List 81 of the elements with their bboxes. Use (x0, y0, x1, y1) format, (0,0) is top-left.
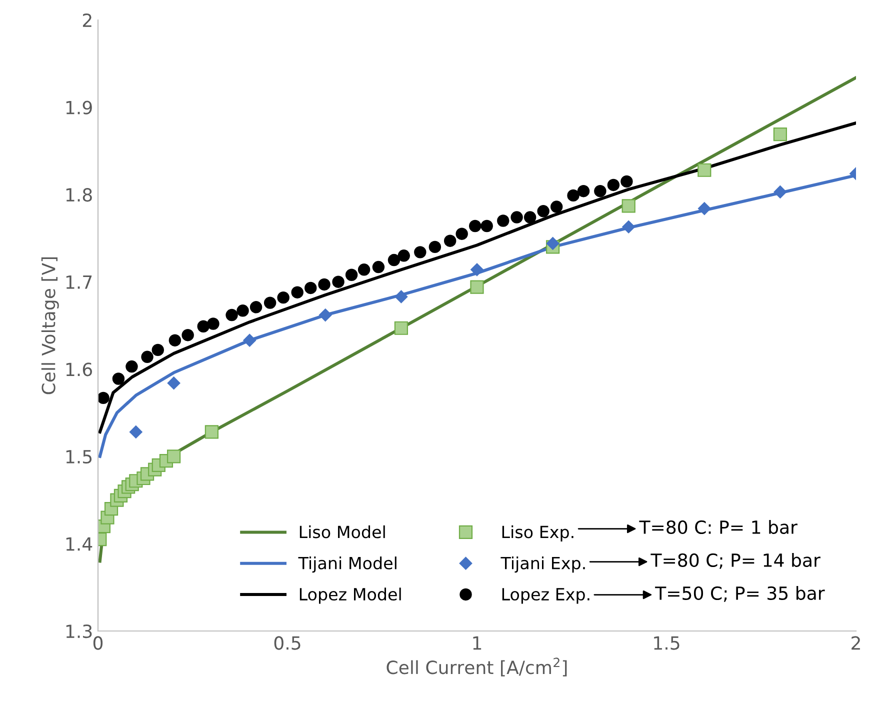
point (444, 234, 456, 247)
annotation: T=50 C; P= 35 bar (655, 586, 825, 602)
y-tick-label: 1.6 (66, 362, 92, 376)
point (197, 320, 210, 332)
point (546, 237, 560, 250)
point (414, 246, 426, 258)
x-axis-title: Cell Current [A/cm$^{2}$] (386, 658, 567, 676)
point (622, 220, 636, 234)
y-tick-label: 1.7 (66, 276, 92, 289)
point (537, 205, 550, 218)
point (141, 350, 154, 364)
point (607, 178, 620, 192)
point (304, 282, 317, 294)
point (129, 426, 142, 438)
point (510, 211, 523, 224)
point (698, 202, 711, 215)
point (168, 334, 182, 346)
point (470, 280, 484, 294)
point (226, 308, 238, 322)
y-tick-label: 1.5 (66, 450, 92, 464)
point (497, 214, 510, 227)
point (524, 211, 536, 224)
legend-label: Tijani Model (298, 556, 396, 573)
legend-label: Tijani Exp. (500, 556, 585, 573)
point (773, 128, 788, 142)
point (358, 264, 370, 276)
point (567, 189, 580, 202)
point (166, 450, 181, 464)
y-tick-label: 1.4 (66, 537, 92, 551)
point (620, 175, 633, 188)
annotation: T=80 C: P= 1 bar (639, 520, 798, 534)
y-tick-label: 1.9 (66, 100, 92, 114)
point (774, 186, 787, 198)
point (243, 334, 256, 347)
point (167, 376, 180, 390)
point (398, 250, 410, 262)
point (277, 291, 290, 304)
point (318, 278, 330, 291)
annotation: T=80 C; P= 14 bar (650, 553, 820, 569)
point (207, 318, 220, 330)
point (456, 228, 468, 240)
point (480, 220, 493, 232)
point (468, 220, 482, 232)
y-axis-title: Cell Voltage [V] (41, 257, 59, 394)
y-tick-label: 2 (82, 13, 92, 27)
y-tick-label: 1.8 (66, 188, 92, 202)
point (152, 344, 164, 356)
point (622, 199, 636, 213)
point (345, 268, 358, 281)
x-tick-label: 1.5 (654, 636, 680, 650)
point (470, 263, 484, 276)
legend-label: Liso Model (300, 525, 385, 538)
point (698, 163, 712, 177)
point (236, 304, 249, 317)
point (428, 240, 442, 254)
point (264, 296, 276, 309)
point (250, 301, 262, 314)
legend-label: Lopez Exp. (502, 588, 590, 604)
x-tick-label: 0 (93, 636, 103, 650)
point (318, 308, 332, 322)
line-series (98, 121, 856, 434)
x-tick-label: 2 (852, 636, 860, 650)
point (204, 425, 219, 439)
point (550, 200, 563, 213)
point (388, 254, 400, 266)
point (182, 328, 194, 342)
x-tick-label: 1 (473, 636, 482, 650)
point (394, 290, 408, 304)
point (98, 392, 110, 404)
point (291, 286, 304, 298)
point (372, 260, 385, 274)
legend-label: Liso Exp. (502, 525, 574, 542)
point (332, 276, 344, 288)
point (577, 184, 590, 198)
x-tick-label: 0.5 (274, 636, 300, 650)
point (112, 372, 125, 385)
point (394, 321, 408, 335)
y-tick-label: 1.3 (66, 624, 92, 638)
legend-label: Lopez Model (300, 588, 401, 604)
point (126, 360, 138, 373)
point (594, 184, 606, 198)
